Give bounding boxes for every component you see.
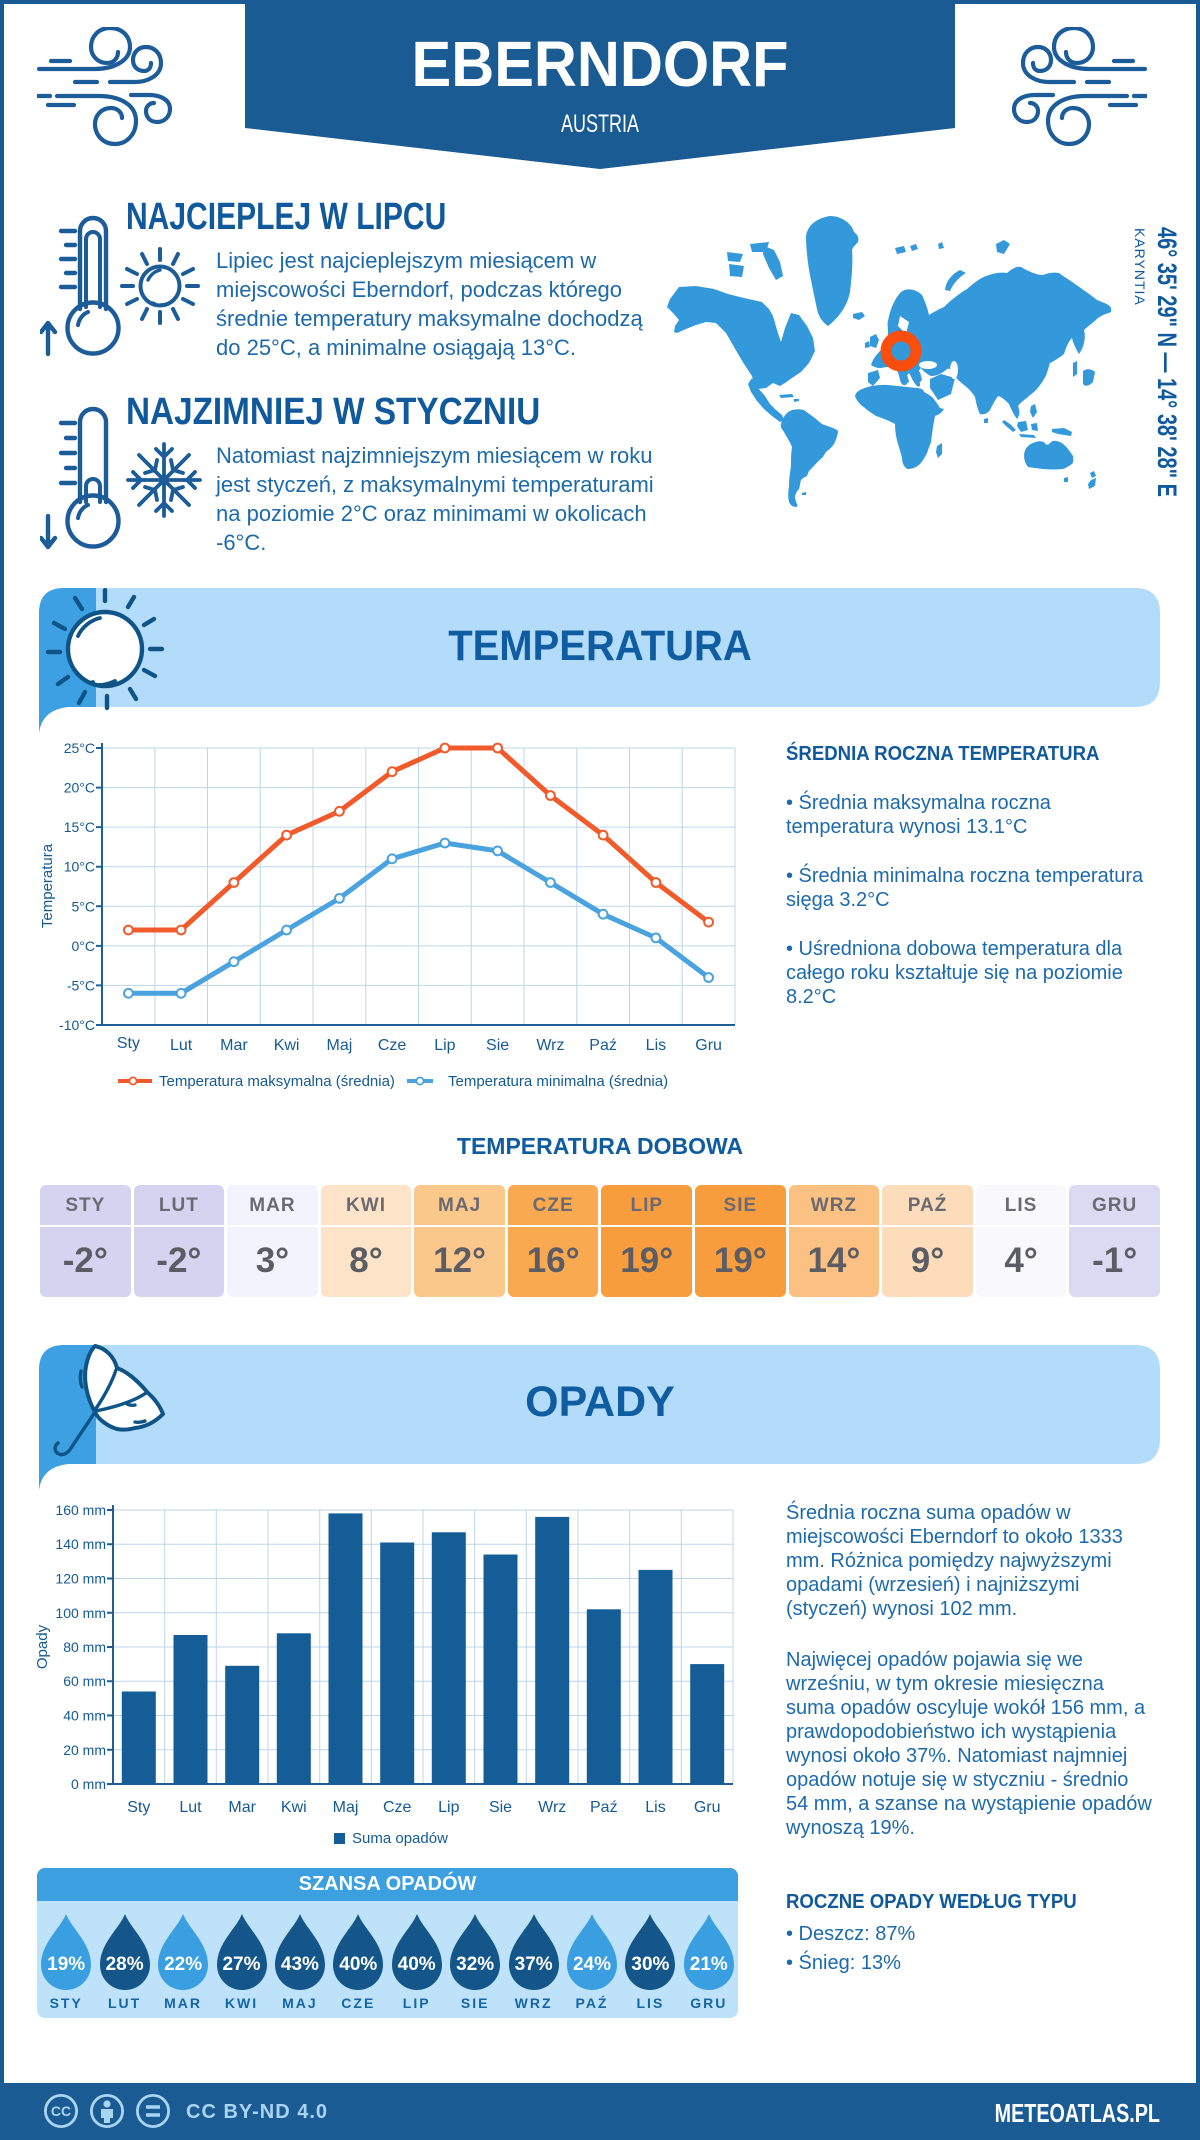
- svg-text:5°C: 5°C: [72, 898, 96, 914]
- svg-text:Gru: Gru: [695, 1037, 722, 1054]
- svg-text:0°C: 0°C: [72, 938, 96, 954]
- svg-text:Sie: Sie: [489, 1799, 512, 1816]
- svg-text:Temperatura: Temperatura: [39, 843, 56, 928]
- svg-text:Sty: Sty: [117, 1035, 140, 1052]
- svg-text:Lut: Lut: [170, 1037, 193, 1054]
- svg-text:Cze: Cze: [378, 1037, 407, 1054]
- svg-text:0 mm: 0 mm: [71, 1776, 106, 1792]
- svg-text:Suma opadów: Suma opadów: [352, 1830, 448, 1847]
- svg-text:25°C: 25°C: [64, 740, 95, 756]
- svg-text:Mar: Mar: [228, 1799, 256, 1816]
- svg-text:Paź: Paź: [590, 1799, 618, 1816]
- svg-text:Lis: Lis: [645, 1799, 665, 1816]
- svg-text:Wrz: Wrz: [536, 1037, 564, 1054]
- svg-text:Maj: Maj: [333, 1799, 359, 1816]
- svg-text:Sie: Sie: [486, 1037, 509, 1054]
- svg-text:Sty: Sty: [127, 1799, 150, 1816]
- svg-text:15°C: 15°C: [64, 819, 95, 835]
- svg-text:Maj: Maj: [327, 1037, 353, 1054]
- svg-text:Mar: Mar: [220, 1037, 248, 1054]
- svg-text:10°C: 10°C: [64, 859, 95, 875]
- svg-text:Wrz: Wrz: [538, 1799, 566, 1816]
- svg-text:20 mm: 20 mm: [63, 1742, 106, 1758]
- svg-text:60 mm: 60 mm: [63, 1673, 106, 1689]
- svg-text:40 mm: 40 mm: [63, 1708, 106, 1724]
- svg-text:140 mm: 140 mm: [55, 1536, 106, 1552]
- svg-text:Lut: Lut: [179, 1799, 202, 1816]
- svg-text:Paź: Paź: [589, 1037, 617, 1054]
- svg-text:Lip: Lip: [438, 1799, 459, 1816]
- svg-text:20°C: 20°C: [64, 780, 95, 796]
- svg-text:80 mm: 80 mm: [63, 1639, 106, 1655]
- svg-text:Temperatura minimalna (średnia: Temperatura minimalna (średnia): [448, 1073, 668, 1090]
- svg-text:100 mm: 100 mm: [55, 1605, 106, 1621]
- svg-text:Lip: Lip: [434, 1037, 455, 1054]
- svg-text:Kwi: Kwi: [274, 1037, 300, 1054]
- svg-text:Temperatura maksymalna (średni: Temperatura maksymalna (średnia): [159, 1073, 395, 1090]
- svg-text:Opady: Opady: [34, 1624, 51, 1669]
- svg-text:160 mm: 160 mm: [55, 1502, 106, 1518]
- svg-text:Cze: Cze: [383, 1799, 412, 1816]
- svg-text:Lis: Lis: [646, 1037, 666, 1054]
- svg-text:120 mm: 120 mm: [55, 1571, 106, 1587]
- svg-text:CC: CC: [51, 2103, 71, 2119]
- svg-text:Kwi: Kwi: [281, 1799, 307, 1816]
- svg-text:-10°C: -10°C: [59, 1017, 95, 1033]
- svg-text:-5°C: -5°C: [67, 977, 95, 993]
- svg-text:Gru: Gru: [694, 1799, 721, 1816]
